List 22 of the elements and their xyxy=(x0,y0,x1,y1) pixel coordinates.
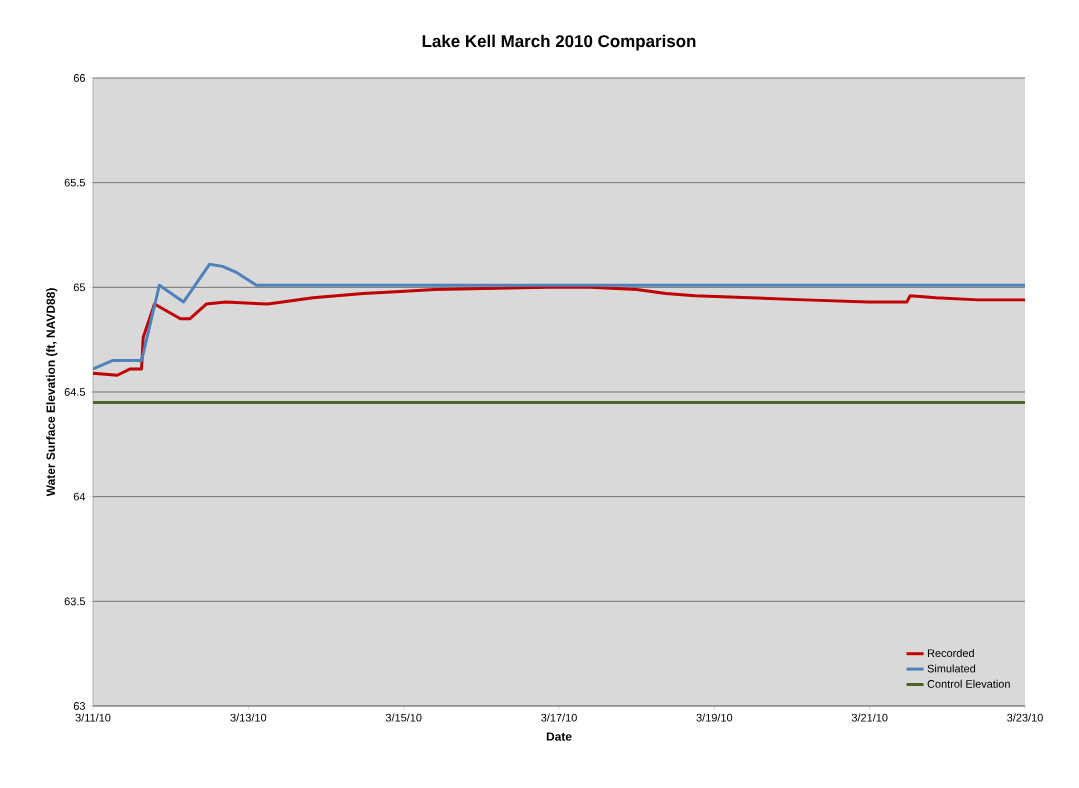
line-series xyxy=(93,262,1026,371)
y-tick-label: 65.5 xyxy=(64,178,86,187)
y-tick-label: 63.5 xyxy=(64,597,86,606)
y-tick-label: 66 xyxy=(73,74,85,82)
y-tick-label: 64 xyxy=(73,492,86,501)
y-tick-label: 65 xyxy=(73,283,86,292)
chart-title: Lake Kell March 2010 Comparison xyxy=(422,34,696,51)
x-tick-label: 3/15/10 xyxy=(385,713,422,722)
line-series xyxy=(93,285,1026,377)
x-tick-label: 3/17/10 xyxy=(541,713,577,722)
x-axis-title: Date xyxy=(546,732,572,741)
legend-label: Recorded xyxy=(927,648,974,658)
y-axis-title: Water Surface Elevation (ft, NAVD88) xyxy=(46,288,58,497)
x-tick-label: 3/23/10 xyxy=(1007,713,1043,722)
x-tick-label: 3/11/10 xyxy=(75,713,111,722)
legend-label: Control Elevation xyxy=(927,679,1010,688)
y-tick-label: 63 xyxy=(73,702,85,710)
y-tick-label: 64.5 xyxy=(64,388,86,396)
x-tick-label: 3/21/10 xyxy=(851,713,888,722)
x-tick-label: 3/19/10 xyxy=(696,713,733,722)
legend-label: Simulated xyxy=(927,664,976,673)
x-tick-label: 3/13/10 xyxy=(230,713,267,722)
